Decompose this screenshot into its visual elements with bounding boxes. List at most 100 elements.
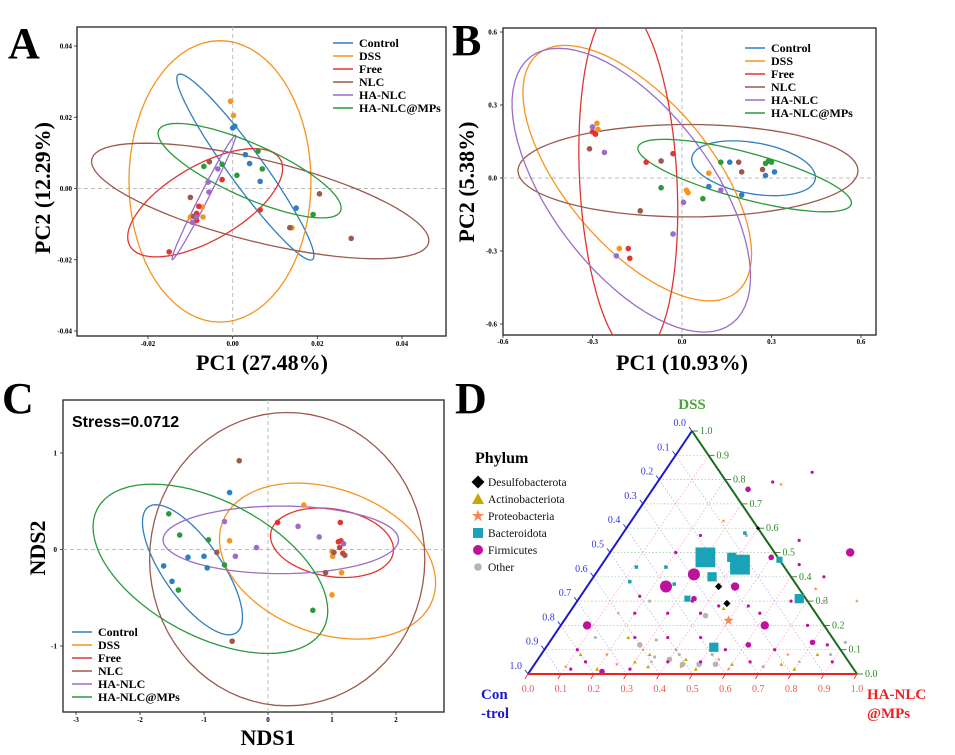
y-tick-label: -0.02 — [57, 256, 72, 264]
ternary-point-firmicutes — [699, 660, 703, 664]
ternary-point-actinobacteriota — [626, 635, 631, 640]
point-ha-nlc — [316, 534, 323, 540]
point-ha-nlc — [670, 231, 676, 237]
point-ha-nlc-mps — [310, 211, 316, 218]
bottom-tick-label: 0.6 — [719, 684, 732, 695]
point-control — [242, 151, 249, 158]
right-tick-label: 0.0 — [865, 669, 878, 680]
left-tick-mark — [573, 596, 578, 602]
bottom-tick-mark — [524, 673, 529, 680]
point-nlc — [229, 638, 235, 644]
panel-b-ylabel: PC2 (5.38%) — [454, 122, 479, 243]
left-tick-label: 0.8 — [542, 612, 555, 623]
bottom-tick-label: 0.1 — [555, 684, 568, 695]
ternary-point-proteobacteria — [679, 664, 683, 669]
ternary-point-firmicutes — [698, 533, 703, 538]
point-free — [643, 159, 649, 165]
panel-a-ylabel: PC2 (12.29%) — [30, 122, 55, 254]
ternary-left-label-line1: Con — [481, 687, 508, 703]
x-tick-label: -0.02 — [141, 340, 156, 348]
legend-label: Other — [488, 562, 514, 574]
point-control — [201, 553, 207, 560]
point-ha-nlc-mps — [176, 532, 183, 538]
point-ha-nlc-mps — [700, 195, 706, 202]
point-control — [231, 123, 238, 129]
ternary-point-firmicutes — [599, 668, 605, 675]
ternary-point-firmicutes — [771, 480, 775, 484]
ellipse-dss — [522, 44, 753, 302]
point-ha-nlc — [717, 187, 724, 193]
ternary-point-proteobacteria — [641, 647, 646, 652]
point-ha-nlc-mps — [658, 184, 664, 191]
ternary-point-firmicutes — [809, 639, 816, 646]
ternary-point-actinobacteriota — [693, 667, 698, 671]
ternary-top-label: DSS — [678, 397, 706, 413]
left-tick-mark — [524, 669, 529, 675]
x-tick-label: 0.00 — [227, 340, 240, 348]
ternary-point-other — [637, 642, 643, 648]
y-tick-label: 0.04 — [60, 43, 73, 51]
ternary-point-actinobacteriota — [578, 652, 583, 657]
bottom-tick-label: 0.9 — [818, 684, 831, 695]
ternary-point-bacteroidota — [743, 531, 747, 535]
panel-letter-b: B — [452, 16, 481, 65]
point-nlc — [342, 552, 348, 559]
ternary-point-firmicutes — [797, 538, 801, 542]
ternary-point-firmicutes — [633, 611, 637, 615]
legend-icon-proteobacteria — [471, 509, 485, 522]
x-tick-label: 2 — [394, 716, 398, 724]
point-dss — [301, 502, 307, 508]
point-free — [196, 203, 202, 210]
ellipse-ha-nlc-mps — [637, 138, 853, 213]
ellipse-control — [141, 504, 244, 636]
ternary-point-actinobacteriota — [721, 606, 726, 610]
point-ha-nlc-mps — [205, 537, 212, 543]
ternary-point-proteobacteria — [674, 647, 678, 652]
right-tick-label: 0.1 — [849, 645, 862, 656]
point-control — [204, 565, 210, 571]
ellipse-nlc — [90, 142, 430, 260]
right-tick-label: 0.2 — [832, 620, 845, 631]
x-tick-label: -2 — [137, 716, 143, 724]
point-nlc — [322, 569, 329, 576]
left-tick-label: 0.3 — [624, 491, 637, 502]
right-tick-label: 0.4 — [799, 572, 812, 583]
ternary-point-actinobacteriota — [683, 657, 688, 662]
point-ha-nlc — [215, 166, 221, 172]
point-ha-nlc-mps — [310, 607, 316, 614]
legend-label: Actinobacteriota — [488, 494, 565, 506]
ternary-point-firmicutes — [699, 635, 703, 640]
ternary-point-bacteroidota — [709, 642, 719, 652]
right-tick-label: 0.7 — [750, 499, 763, 510]
point-ha-nlc — [601, 149, 608, 156]
ternary-point-proteobacteria — [854, 599, 859, 603]
point-nlc — [316, 191, 323, 197]
ternary-right-label-line1: HA-NLC — [867, 687, 926, 703]
panel-c-xlabel: NDS1 — [240, 725, 295, 750]
left-tick-label: 0.4 — [608, 515, 621, 526]
point-control — [706, 183, 712, 190]
ternary-point-actinobacteriota — [815, 652, 820, 657]
left-tick-mark — [623, 523, 627, 529]
point-nlc — [637, 208, 644, 214]
ellipse-ha-nlc — [511, 47, 752, 333]
bottom-tick-label: 0.0 — [522, 684, 535, 695]
point-nlc — [287, 224, 293, 231]
ternary-point-proteobacteria — [797, 659, 802, 664]
bottom-tick-label: 0.8 — [785, 684, 798, 695]
legend-icon-other — [474, 563, 482, 571]
grid-line-control — [544, 649, 562, 675]
x-tick-label: 0.0 — [678, 338, 687, 346]
ternary-point-proteobacteria — [604, 652, 609, 657]
right-tick-label: 0.5 — [783, 548, 796, 559]
point-dss — [230, 112, 237, 119]
legend-label: DSS — [359, 49, 381, 63]
ternary-point-firmicutes — [797, 563, 801, 567]
ternary-point-proteobacteria — [723, 615, 734, 625]
left-tick-mark — [541, 645, 545, 650]
point-nlc — [658, 158, 664, 164]
ternary-point-firmicutes — [666, 611, 670, 615]
x-tick-label: 1 — [330, 716, 334, 724]
ternary-point-firmicutes — [583, 660, 588, 664]
ternary-point-desulfobacterota — [723, 599, 731, 608]
